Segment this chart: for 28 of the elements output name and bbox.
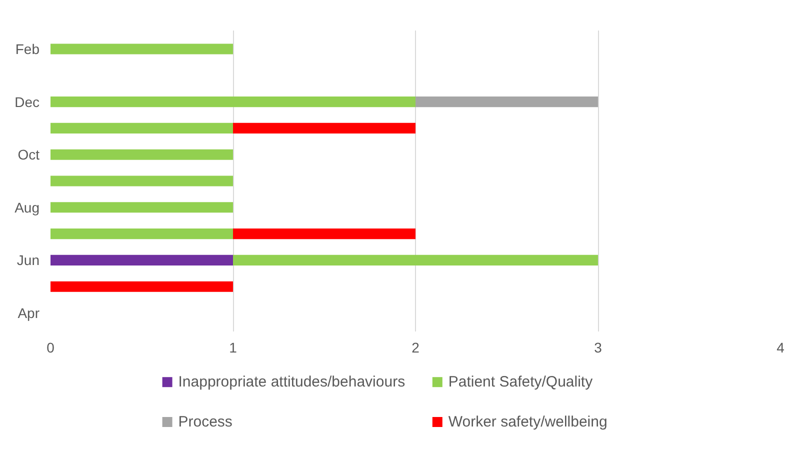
- bar: [416, 96, 598, 108]
- legend-label: Inappropriate attitudes/behaviours: [178, 374, 406, 391]
- bar: [233, 122, 416, 134]
- x-tick-label: 1: [229, 340, 238, 356]
- x-tick-label: 3: [594, 340, 602, 356]
- legend-label: Process: [178, 414, 232, 430]
- legend-label: Worker safety/wellbeing: [448, 414, 608, 430]
- x-tick-label: 4: [776, 340, 785, 356]
- bar: [50, 254, 233, 266]
- y-tick-label: Feb: [15, 40, 40, 57]
- y-tick-label: Apr: [18, 305, 40, 322]
- y-tick-label: Jun: [16, 252, 40, 268]
- legend-label: Patient Safety/Quality: [448, 374, 594, 391]
- bar: [50, 122, 233, 134]
- bar: [50, 202, 233, 213]
- bar: [50, 149, 233, 160]
- y-tick-label: Oct: [18, 146, 40, 163]
- bar: [50, 44, 233, 54]
- bar: [50, 176, 233, 186]
- bar: [233, 228, 416, 240]
- bar: [50, 228, 233, 240]
- x-tick-label: 0: [46, 340, 55, 356]
- bar: [50, 96, 416, 108]
- bar: [50, 281, 233, 292]
- bar: [233, 254, 598, 266]
- y-tick-label: Dec: [14, 94, 40, 110]
- y-tick-label: Aug: [14, 199, 40, 216]
- x-tick-label: 2: [412, 340, 420, 356]
